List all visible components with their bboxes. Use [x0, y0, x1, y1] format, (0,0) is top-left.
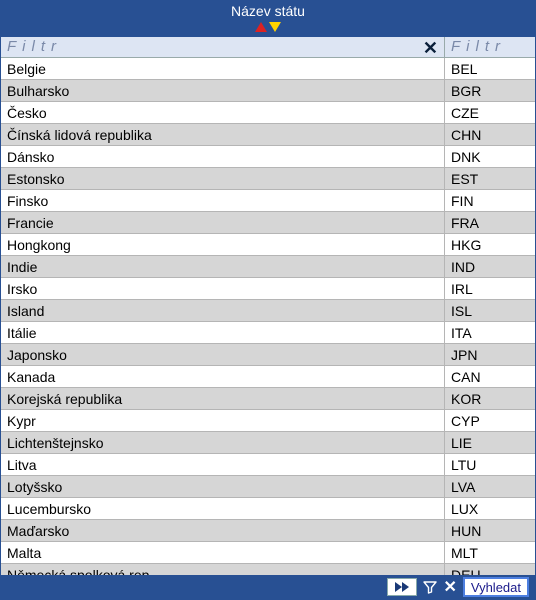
table-row[interactable]: Korejská republikaKOR [1, 388, 535, 410]
country-name-cell: Kypr [1, 410, 445, 431]
country-code-cell: BGR [445, 80, 535, 101]
country-name-cell: Kanada [1, 366, 445, 387]
country-name-cell: Čínská lidová republika [1, 124, 445, 145]
table-row[interactable]: LichtenštejnskoLIE [1, 432, 535, 454]
country-code-cell: CAN [445, 366, 535, 387]
country-code-cell: IND [445, 256, 535, 277]
table-body: BelgieBELBulharskoBGRČeskoCZEČínská lido… [1, 58, 535, 575]
country-code-cell: HKG [445, 234, 535, 255]
country-name-cell: Island [1, 300, 445, 321]
filter-code-cell[interactable]: Filtr [445, 37, 535, 57]
country-code-cell: KOR [445, 388, 535, 409]
table-row[interactable]: KyprCYP [1, 410, 535, 432]
table-row[interactable]: MaltaMLT [1, 542, 535, 564]
table-row[interactable]: LucemburskoLUX [1, 498, 535, 520]
table-row[interactable]: DánskoDNK [1, 146, 535, 168]
country-name-cell: Lotyšsko [1, 476, 445, 497]
table-row[interactable]: ItálieITA [1, 322, 535, 344]
country-name-cell: Irsko [1, 278, 445, 299]
table-row[interactable]: LotyšskoLVA [1, 476, 535, 498]
country-code-cell: FRA [445, 212, 535, 233]
country-code-cell: EST [445, 168, 535, 189]
country-code-cell: HUN [445, 520, 535, 541]
column-header-name[interactable]: Název státu [1, 3, 535, 19]
sort-asc-icon[interactable] [255, 22, 267, 32]
sort-desc-icon[interactable] [269, 22, 281, 32]
filter-row: Filtr ✕ Filtr [1, 37, 535, 58]
country-name-cell: Německá spolková rep. [1, 564, 445, 575]
filter-icon[interactable] [423, 580, 437, 594]
country-code-cell: FIN [445, 190, 535, 211]
country-code-cell: CZE [445, 102, 535, 123]
country-name-cell: Malta [1, 542, 445, 563]
table-row[interactable]: IrskoIRL [1, 278, 535, 300]
filter-name-cell[interactable]: Filtr ✕ [1, 37, 445, 57]
table-row[interactable]: BelgieBEL [1, 58, 535, 80]
country-code-cell: JPN [445, 344, 535, 365]
country-name-cell: Indie [1, 256, 445, 277]
country-name-cell: Francie [1, 212, 445, 233]
country-name-cell: Česko [1, 102, 445, 123]
country-name-cell: Bulharsko [1, 80, 445, 101]
country-name-cell: Itálie [1, 322, 445, 343]
table-row[interactable]: MaďarskoHUN [1, 520, 535, 542]
table-row[interactable]: IslandISL [1, 300, 535, 322]
table-row[interactable]: KanadaCAN [1, 366, 535, 388]
table-row[interactable]: JaponskoJPN [1, 344, 535, 366]
country-code-cell: LIE [445, 432, 535, 453]
close-icon[interactable]: ✕ [443, 577, 456, 597]
play-icon [395, 582, 402, 592]
country-name-cell: Hongkong [1, 234, 445, 255]
country-code-cell: IRL [445, 278, 535, 299]
table-row[interactable]: BulharskoBGR [1, 80, 535, 102]
country-name-cell: Korejská republika [1, 388, 445, 409]
country-name-cell: Lucembursko [1, 498, 445, 519]
country-name-cell: Japonsko [1, 344, 445, 365]
country-name-cell: Finsko [1, 190, 445, 211]
sort-controls [255, 22, 281, 32]
country-code-cell: LTU [445, 454, 535, 475]
country-name-cell: Lichtenštejnsko [1, 432, 445, 453]
table-footer: ✕ Vyhledat [1, 575, 535, 599]
table-row[interactable]: FinskoFIN [1, 190, 535, 212]
country-code-cell: LVA [445, 476, 535, 497]
table-row[interactable]: EstonskoEST [1, 168, 535, 190]
filter-placeholder: Filtr [451, 38, 506, 55]
table-row[interactable]: HongkongHKG [1, 234, 535, 256]
country-code-cell: CYP [445, 410, 535, 431]
country-name-cell: Litva [1, 454, 445, 475]
table-row[interactable]: Čínská lidová republikaCHN [1, 124, 535, 146]
table-header: Název státu [1, 1, 535, 37]
country-code-cell: CHN [445, 124, 535, 145]
table-row[interactable]: ČeskoCZE [1, 102, 535, 124]
country-code-cell: DNK [445, 146, 535, 167]
country-code-cell: DEU [445, 564, 535, 575]
country-code-cell: ISL [445, 300, 535, 321]
fast-forward-button[interactable] [387, 578, 417, 596]
table-row[interactable]: LitvaLTU [1, 454, 535, 476]
country-name-cell: Belgie [1, 58, 445, 79]
country-table-panel: Název státu Filtr ✕ Filtr BelgieBELBulha… [0, 0, 536, 600]
table-row[interactable]: FrancieFRA [1, 212, 535, 234]
country-code-cell: ITA [445, 322, 535, 343]
table-row[interactable]: Německá spolková rep.DEU [1, 564, 535, 575]
play-icon [402, 582, 409, 592]
search-button[interactable]: Vyhledat [463, 577, 529, 597]
country-name-cell: Estonsko [1, 168, 445, 189]
table-row[interactable]: IndieIND [1, 256, 535, 278]
filter-placeholder: Filtr [7, 38, 62, 55]
country-name-cell: Dánsko [1, 146, 445, 167]
country-code-cell: LUX [445, 498, 535, 519]
country-name-cell: Maďarsko [1, 520, 445, 541]
country-code-cell: MLT [445, 542, 535, 563]
clear-filter-icon[interactable]: ✕ [423, 38, 438, 57]
country-code-cell: BEL [445, 58, 535, 79]
